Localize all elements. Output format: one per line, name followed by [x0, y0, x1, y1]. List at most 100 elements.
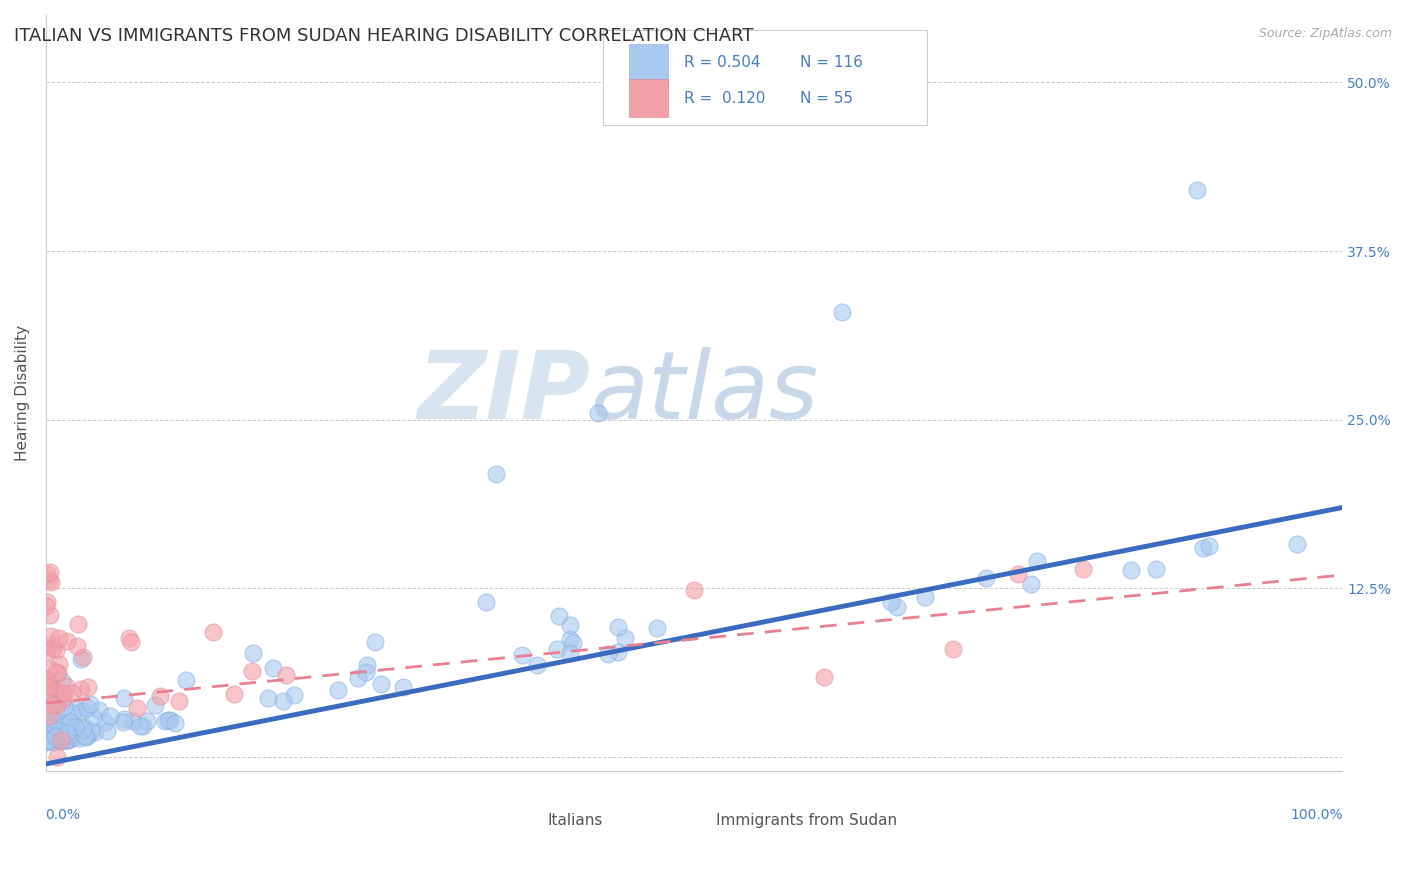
Point — [42, 697, 65, 711]
FancyBboxPatch shape — [513, 811, 541, 830]
Point — [546, 642, 568, 657]
Point — [132, 718, 155, 732]
Point — [46, 723, 69, 737]
Point — [70, 704, 93, 718]
Point — [607, 620, 630, 634]
Point — [72, 722, 94, 736]
Point — [271, 694, 294, 708]
Point — [49, 689, 72, 703]
Point — [52, 719, 75, 733]
Point — [60, 706, 83, 720]
Text: N = 55: N = 55 — [800, 91, 853, 105]
Point — [586, 406, 609, 420]
Point — [44, 729, 66, 743]
Point — [38, 708, 60, 723]
Point — [35, 673, 58, 688]
Point — [46, 750, 69, 764]
Point — [38, 573, 60, 587]
Point — [262, 660, 284, 674]
Point — [48, 657, 70, 671]
Point — [59, 714, 82, 729]
Point — [76, 680, 98, 694]
Point — [561, 636, 583, 650]
Point — [35, 678, 58, 692]
Point — [240, 665, 263, 679]
Point — [37, 712, 59, 726]
FancyBboxPatch shape — [630, 79, 668, 117]
Point — [37, 595, 59, 609]
Point — [1019, 577, 1042, 591]
Point — [1198, 539, 1220, 553]
Point — [224, 687, 246, 701]
Point — [76, 701, 98, 715]
Point — [813, 670, 835, 684]
Point — [60, 686, 83, 700]
Point — [129, 719, 152, 733]
Point — [242, 646, 264, 660]
Point — [84, 724, 107, 739]
Point — [38, 734, 60, 748]
Point — [67, 616, 90, 631]
Point — [76, 728, 98, 742]
Point — [120, 635, 142, 649]
Text: atlas: atlas — [591, 347, 818, 438]
Point — [683, 583, 706, 598]
Point — [67, 731, 90, 746]
Point — [283, 688, 305, 702]
Point — [112, 712, 135, 726]
Point — [37, 733, 59, 747]
Point — [38, 697, 60, 711]
Point — [149, 690, 172, 704]
Point — [35, 645, 58, 659]
Point — [55, 732, 77, 747]
Point — [880, 594, 903, 608]
Point — [354, 665, 377, 679]
Point — [143, 698, 166, 712]
Point — [41, 712, 63, 726]
Point — [56, 634, 79, 648]
Point — [42, 698, 65, 712]
Point — [49, 734, 72, 748]
Point — [39, 629, 62, 643]
Point — [35, 599, 58, 613]
Point — [53, 700, 76, 714]
Point — [55, 730, 77, 744]
FancyBboxPatch shape — [681, 811, 710, 830]
Point — [62, 730, 84, 744]
Point — [111, 714, 134, 729]
Point — [52, 691, 75, 706]
Point — [167, 694, 190, 708]
Point — [49, 686, 72, 700]
Point — [46, 731, 69, 746]
Point — [87, 703, 110, 717]
Point — [38, 608, 60, 623]
Point — [35, 715, 58, 730]
Point — [66, 639, 89, 653]
Point — [596, 647, 619, 661]
Point — [35, 734, 58, 748]
Text: Source: ZipAtlas.com: Source: ZipAtlas.com — [1258, 27, 1392, 40]
Text: Italians: Italians — [548, 813, 603, 828]
Text: N = 116: N = 116 — [800, 55, 863, 70]
Point — [55, 719, 77, 733]
Point — [60, 719, 83, 733]
Point — [1026, 554, 1049, 568]
Point — [485, 467, 508, 481]
Point — [45, 698, 67, 712]
Point — [886, 600, 908, 615]
Point — [392, 680, 415, 694]
Point — [157, 713, 180, 727]
Text: R =  0.120: R = 0.120 — [683, 91, 765, 105]
Point — [98, 709, 121, 723]
Point — [38, 678, 60, 692]
Point — [1192, 541, 1215, 556]
Point — [58, 730, 80, 744]
Point — [276, 668, 298, 682]
Point — [56, 731, 79, 745]
Text: Immigrants from Sudan: Immigrants from Sudan — [716, 813, 897, 828]
Point — [53, 690, 76, 705]
Point — [159, 713, 181, 727]
Point — [72, 718, 94, 732]
Point — [112, 690, 135, 705]
Point — [1144, 562, 1167, 576]
